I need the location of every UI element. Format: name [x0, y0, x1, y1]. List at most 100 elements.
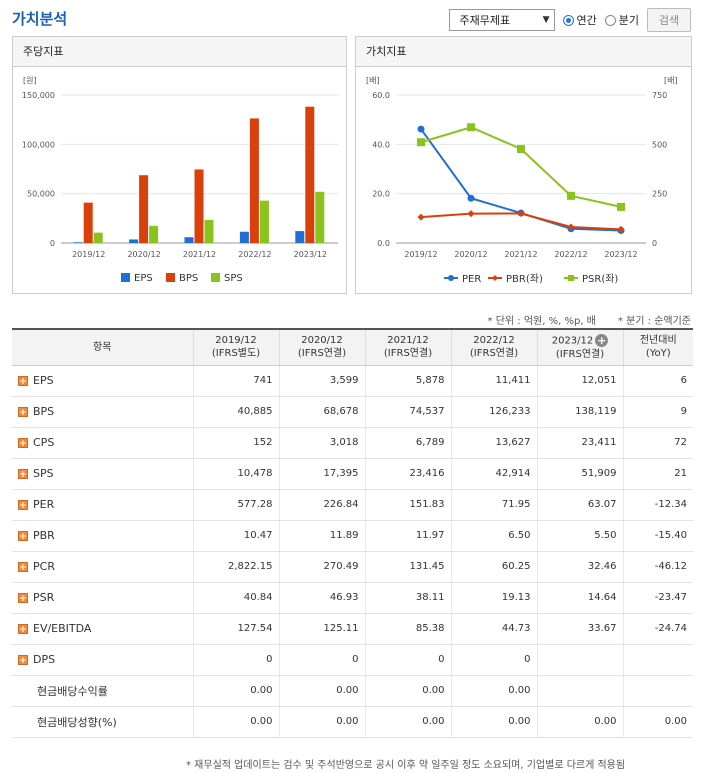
expand-plus-icon[interactable]: +	[18, 624, 28, 635]
yoy-cell: -15.40	[622, 520, 693, 552]
point-pbr	[467, 210, 475, 218]
right-axis-unit: [배]	[664, 76, 678, 85]
y-tick-label: 150,000	[22, 91, 55, 100]
yoy-cell: 21	[622, 458, 693, 490]
value-cell: 40.84	[192, 582, 279, 614]
add-column-icon[interactable]: +	[595, 334, 609, 347]
chevron-down-icon: ▼	[542, 15, 550, 25]
row-label-cell[interactable]: + PBR	[12, 520, 193, 552]
row-label-cell[interactable]: + SPS	[12, 458, 193, 490]
table-row: + DPS 0 0 0 0	[12, 644, 693, 676]
value-cell: 0.00	[364, 675, 451, 707]
row-label: PBR	[33, 529, 55, 542]
row-label-cell[interactable]: + BPS	[12, 396, 193, 428]
legend-swatch	[121, 273, 130, 282]
yoy-cell: -24.74	[622, 613, 693, 645]
quarter-note: * 분기 : 순액기준	[617, 316, 691, 327]
bar-sps	[149, 225, 159, 243]
bar-bps	[139, 175, 149, 243]
row-label-cell[interactable]: + DPS	[12, 644, 193, 676]
expand-plus-icon[interactable]: +	[18, 438, 28, 449]
row-label: BPS	[33, 405, 55, 418]
table-row: + SPS 10,478 17,395 23,416 42,914 51,909 21	[12, 458, 693, 490]
left-tick-label: 0.0	[377, 239, 390, 248]
header-col-2: 2021/12 (IFRS연결)	[364, 328, 451, 366]
x-tick-label: 2022/12	[554, 250, 587, 259]
expand-plus-icon[interactable]: +	[18, 562, 28, 573]
radio-annual-button[interactable]	[562, 14, 574, 26]
radio-quarter-button[interactable]	[604, 14, 616, 26]
value-cell: 11.89	[278, 520, 365, 552]
value-cell: 12,051	[536, 365, 623, 397]
search-button[interactable]: 검색	[647, 8, 691, 32]
row-label-cell: 현금배당성향(%)	[12, 706, 193, 738]
unit-note: * 단위 : 억원, %, %p, 배	[487, 316, 596, 327]
header-period: 2021/12	[387, 335, 429, 347]
row-label-cell[interactable]: + PCR	[12, 551, 193, 583]
table-header-row: 항목 2019/12 (IFRS별도) 2020/12 (IFRS연결) 2021/…	[12, 328, 693, 366]
value-cell: 23,416	[364, 458, 451, 490]
row-label-cell[interactable]: + PER	[12, 489, 193, 521]
y-tick-label: 100,000	[22, 140, 55, 149]
legend-label: SPS	[224, 273, 243, 284]
value-cell: 2,822.15	[192, 551, 279, 583]
legend-label: PBR(좌)	[506, 273, 543, 285]
row-label: 현금배당성향(%)	[37, 715, 117, 729]
radio-annual[interactable]: 연간	[562, 12, 597, 28]
left-tick-label: 40.0	[372, 140, 390, 149]
value-cell: 0.00	[278, 675, 365, 707]
yoy-cell: -46.12	[622, 551, 693, 583]
expand-plus-icon[interactable]: +	[18, 500, 28, 511]
value-cell: 6,789	[364, 427, 451, 459]
table-row: 현금배당성향(%) 0.00 0.00 0.00 0.00 0.00 0.00	[12, 706, 693, 738]
yoy-cell: 72	[622, 427, 693, 459]
valuation-chart-panel: 가치지표 [배] [배] 60.0 750 40.0 500 20.0 250 0.0 0 2019…	[355, 36, 692, 294]
left-tick-label: 60.0	[372, 91, 390, 100]
header-period: 2022/12	[473, 335, 515, 347]
statement-select-value: 주재무제표	[459, 14, 511, 27]
expand-plus-icon[interactable]: +	[18, 376, 28, 387]
value-cell: 10,478	[192, 458, 279, 490]
expand-plus-icon[interactable]: +	[18, 593, 28, 604]
value-cell: 5.50	[536, 520, 623, 552]
table-body: + EPS 741 3,599 5,878 11,411 12,051 6 + BPS 40,885…	[12, 365, 693, 738]
radio-quarter-label: 분기	[618, 14, 639, 27]
bar-sps	[259, 200, 269, 243]
value-cell: 577.28	[192, 489, 279, 521]
row-label-cell[interactable]: + CPS	[12, 427, 193, 459]
yoy-cell: 0.00	[622, 706, 693, 738]
row-label-cell[interactable]: + EPS	[12, 365, 193, 397]
value-cell: 42,914	[450, 458, 537, 490]
bar-eps	[295, 231, 305, 243]
right-tick-label: 750	[652, 91, 667, 100]
legend-label: EPS	[134, 273, 153, 284]
header-yoy: 전년대비 (YoY)	[622, 328, 693, 366]
point-per	[467, 194, 475, 202]
value-cell: 40,885	[192, 396, 279, 428]
value-cell: 23,411	[536, 427, 623, 459]
value-cell: 71.95	[450, 489, 537, 521]
statement-select[interactable]: 주재무제표 ▼	[448, 9, 555, 31]
per-share-bar-chart: [원] 150,000 100,000 50,000 0 2019/12 2020/12 20…	[22, 76, 338, 284]
value-cell: 0	[450, 644, 537, 676]
legend-marker	[492, 275, 498, 281]
row-label-cell[interactable]: + PSR	[12, 582, 193, 614]
expand-plus-icon[interactable]: +	[18, 469, 28, 480]
bar-bps	[305, 106, 315, 243]
radio-quarter[interactable]: 분기	[604, 12, 639, 28]
right-tick-label: 0	[652, 239, 657, 248]
expand-plus-icon[interactable]: +	[18, 407, 28, 418]
value-cell: 270.49	[278, 551, 365, 583]
header-basis: (IFRS연결)	[469, 348, 519, 360]
header-basis: (IFRS연결)	[297, 348, 347, 360]
value-cell: 0	[364, 644, 451, 676]
value-cell	[536, 644, 623, 676]
expand-plus-icon[interactable]: +	[18, 655, 28, 666]
x-tick-label: 2021/12	[183, 250, 216, 259]
row-label-cell[interactable]: + EV/EBITDA	[12, 613, 193, 645]
expand-plus-icon[interactable]: +	[18, 531, 28, 542]
legend-label: BPS	[179, 273, 198, 284]
x-tick-label: 2019/12	[404, 250, 437, 259]
value-cell: 0.00	[450, 706, 537, 738]
row-label-cell: 현금배당수익률	[12, 675, 193, 707]
